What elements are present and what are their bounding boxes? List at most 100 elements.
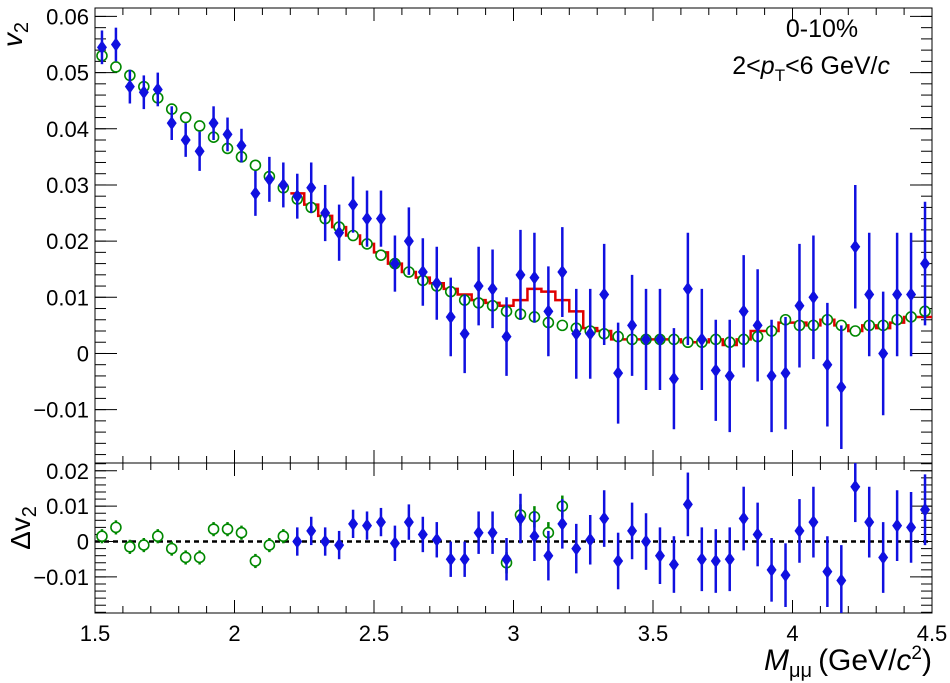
blue-diamond-residual-point	[878, 550, 889, 565]
blue-diamond-point	[529, 270, 540, 285]
centrality-annotation: 0-10%	[786, 15, 858, 43]
top-ytick-label: 0.06	[46, 4, 89, 29]
blue-diamond-residual-point	[431, 532, 442, 547]
blue-diamond-residual-point	[571, 541, 582, 556]
red-step-histogram	[290, 192, 932, 347]
blue-diamond-residual-point	[613, 553, 624, 568]
blue-diamond-point	[166, 116, 177, 131]
green-circle-residual-point	[179, 551, 192, 564]
green-circle-residual-point	[138, 539, 150, 551]
blue-diamond-residuals	[292, 463, 931, 613]
blue-diamond-point	[222, 127, 233, 142]
blue-diamond-point	[864, 287, 875, 302]
blue-diamond-residual-point	[752, 527, 763, 542]
blue-diamond-residual-point	[920, 502, 931, 517]
blue-diamond-point	[375, 211, 386, 226]
blue-diamond-point	[585, 326, 596, 341]
blue-diamond-point	[613, 366, 624, 381]
green-open-circle-residuals	[96, 495, 569, 574]
blue-diamond-residual-point	[292, 534, 303, 549]
blue-diamond-residual-point	[850, 479, 861, 494]
green-circle-residual-point	[165, 542, 178, 555]
x-axis-label: Mμμ (GeV/c2)	[764, 643, 932, 682]
blue-diamond-residual-point	[738, 511, 749, 526]
green-circle-residual-point	[193, 551, 206, 564]
blue-diamond-point	[348, 197, 359, 212]
blue-diamond-point	[710, 363, 721, 378]
bottom-ytick-label: 0.02	[46, 459, 89, 484]
blue-diamond-point	[794, 298, 805, 313]
blue-diamond-residual-point	[682, 497, 693, 512]
blue-diamond-point	[641, 332, 652, 347]
blue-diamond-series	[96, 27, 931, 449]
bottom-panel-frame	[94, 462, 933, 614]
blue-diamond-point	[278, 177, 289, 192]
blue-diamond-point	[306, 180, 317, 195]
blue-diamond-point	[557, 265, 568, 280]
blue-diamond-residual-point	[334, 538, 345, 553]
blue-diamond-point	[473, 279, 484, 294]
green-circle-point	[179, 111, 192, 124]
x-tick-label: 3.5	[638, 621, 669, 646]
blue-diamond-point	[682, 281, 693, 296]
blue-diamond-point	[822, 357, 833, 372]
blue-diamond-residual-point	[473, 525, 484, 540]
blue-diamond-point	[320, 206, 331, 221]
blue-diamond-point	[389, 256, 400, 271]
blue-diamond-point	[738, 304, 749, 319]
blue-diamond-point	[571, 326, 582, 341]
x-tick-label: 4.5	[917, 621, 948, 646]
top-ytick-label: −0.01	[33, 398, 89, 423]
green-circle-residual-point	[277, 530, 290, 543]
blue-diamond-point	[501, 329, 512, 344]
blue-diamond-residual-point	[585, 532, 596, 547]
green-circle-residual-point	[207, 523, 220, 535]
blue-diamond-residual-point	[696, 552, 707, 567]
blue-diamond-residual-point	[668, 557, 679, 572]
blue-diamond-point	[459, 326, 470, 341]
green-circle-point	[375, 249, 387, 261]
blue-diamond-residual-point	[501, 552, 512, 567]
blue-diamond-point	[152, 82, 163, 97]
x-tick-label: 2	[228, 621, 240, 646]
green-circle-residual-point	[221, 523, 234, 535]
blue-diamond-residual-point	[403, 515, 414, 530]
blue-diamond-residual-point	[627, 523, 638, 538]
blue-diamond-residual-point	[794, 523, 805, 538]
green-circle-point	[849, 325, 862, 337]
blue-diamond-point	[920, 256, 931, 271]
green-circle-point	[249, 159, 262, 172]
blue-diamond-point	[724, 368, 735, 383]
green-circle-residual-point	[249, 555, 262, 567]
x-tick-label: 3	[507, 621, 519, 646]
x-tick-label: 2.5	[359, 621, 390, 646]
blue-diamond-point	[543, 304, 554, 319]
top-ytick-label: 0.04	[46, 117, 89, 142]
blue-diamond-residual-point	[641, 534, 652, 549]
blue-diamond-residual-point	[822, 564, 833, 579]
bottom-y-axis-label: Δv2	[5, 506, 41, 550]
blue-diamond-point	[668, 371, 679, 386]
blue-diamond-point	[124, 79, 135, 94]
green-circle-point	[110, 61, 122, 73]
blue-diamond-point	[766, 368, 777, 383]
top-y-axis-label: v2	[0, 22, 33, 47]
blue-diamond-point	[627, 318, 638, 333]
x-tick-label: 4	[786, 621, 798, 646]
green-circle-point	[193, 120, 206, 132]
blue-diamond-point	[417, 265, 428, 280]
top-ytick-label: 0	[77, 341, 89, 366]
blue-diamond-residual-point	[362, 518, 373, 533]
x-axis: 1.5 2 2.5 3 3.5 4 4.5 Mμμ (GeV/c2)	[80, 8, 948, 682]
blue-diamond-residual-point	[487, 525, 498, 540]
blue-diamond-residual-point	[836, 573, 847, 588]
blue-diamond-point	[780, 366, 791, 381]
green-circle-residual-point	[151, 530, 164, 543]
blue-diamond-residual-point	[459, 552, 470, 567]
blue-diamond-residual-point	[654, 548, 665, 563]
blue-diamond-point	[96, 40, 107, 55]
green-circle-residual-point	[110, 521, 122, 534]
bottom-ytick-label: 0.01	[46, 494, 89, 519]
